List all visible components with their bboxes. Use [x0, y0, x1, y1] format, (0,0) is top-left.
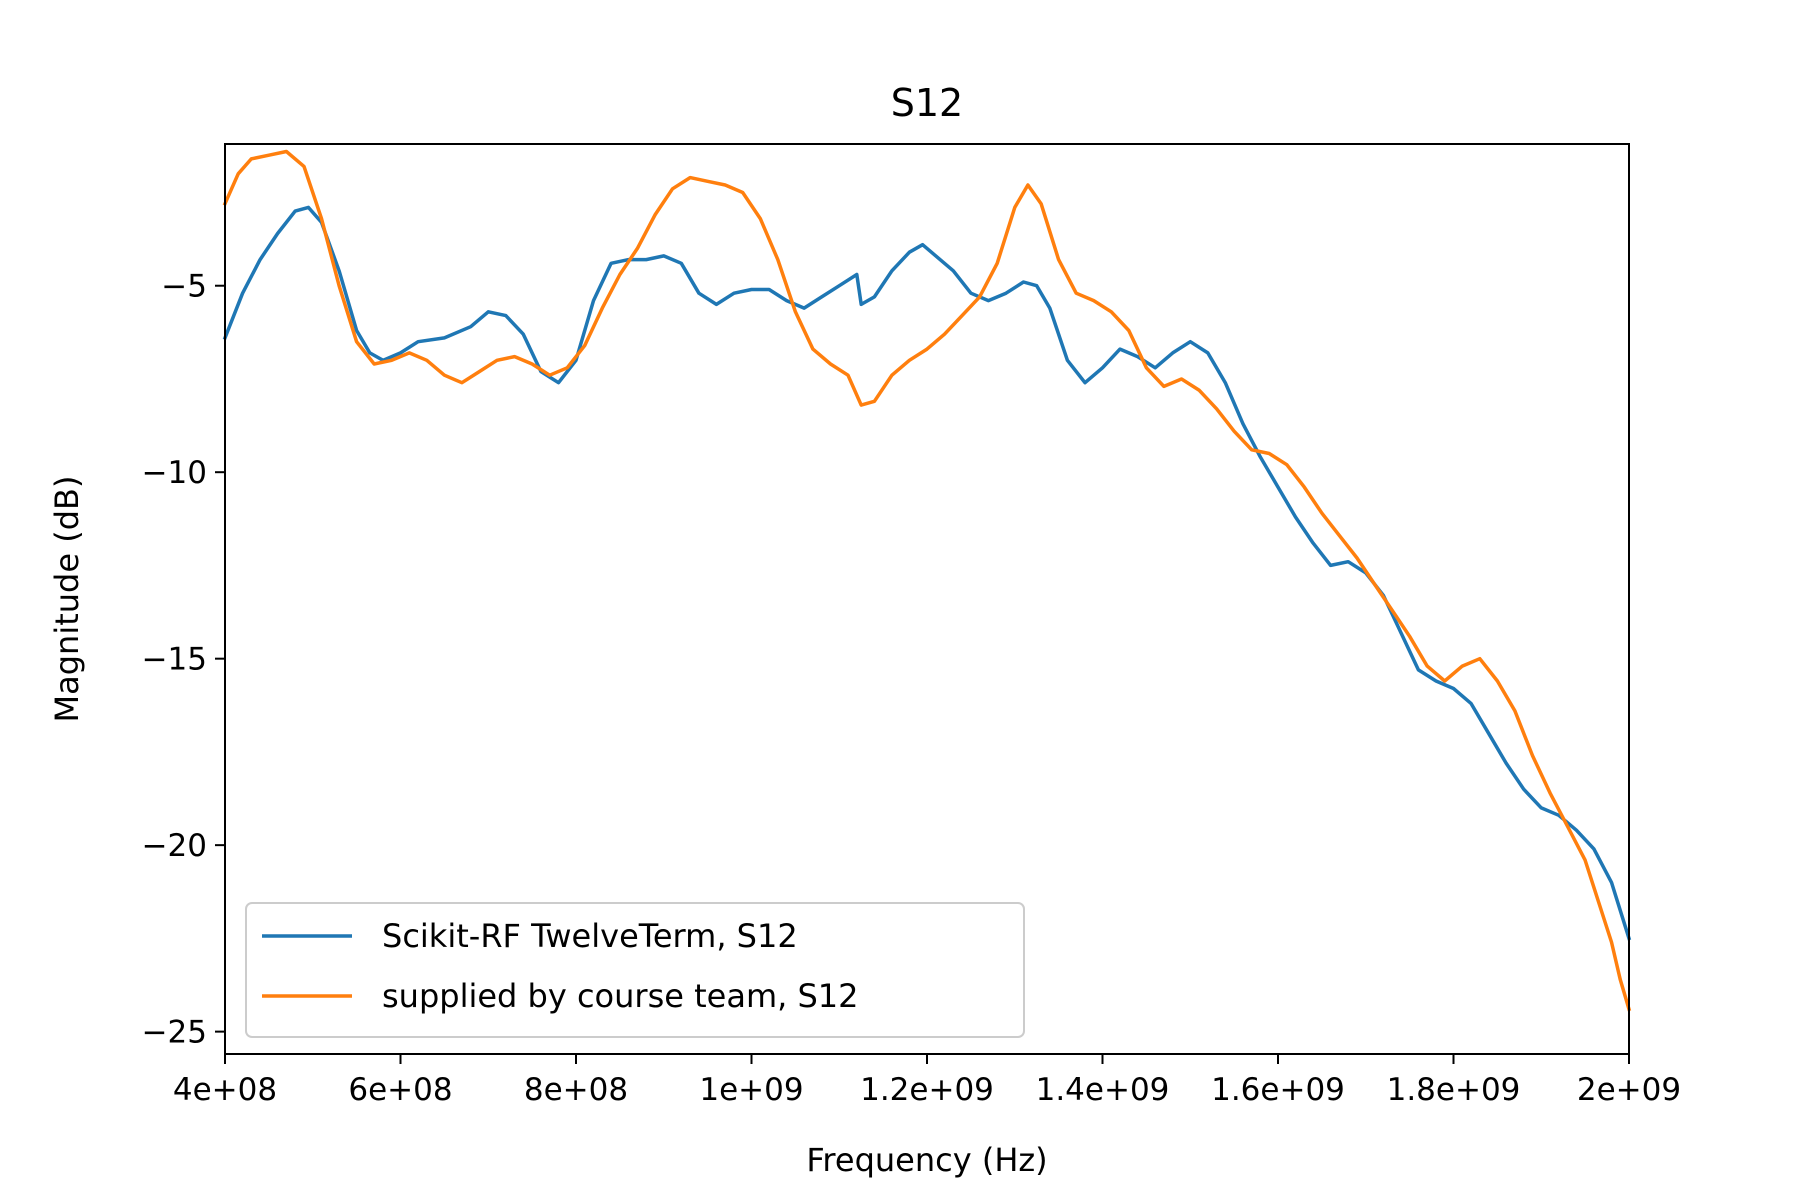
y-axis-label: Magnitude (dB) [48, 476, 86, 723]
legend-entry: Scikit-RF TwelveTerm, S12 [382, 917, 798, 955]
x-tick-label: 1.2e+09 [860, 1072, 994, 1108]
x-tick-label: 2e+09 [1577, 1072, 1681, 1108]
y-tick-label: −5 [161, 269, 207, 305]
x-tick-label: 1e+09 [699, 1072, 803, 1108]
legend-box [245, 902, 1025, 1038]
x-tick-label: 1.6e+09 [1211, 1072, 1345, 1108]
x-tick-label: 6e+08 [348, 1072, 452, 1108]
x-tick-label: 1.8e+09 [1387, 1072, 1521, 1108]
y-tick-label: −25 [142, 1015, 207, 1051]
y-tick-label: −20 [142, 828, 207, 864]
series-line-1 [222, 149, 1632, 1012]
x-axis: 4e+08 6e+08 8e+08 1e+09 1.2e+09 1.4e+09 1.6e+0… [173, 1054, 1681, 1108]
x-tick-label: 8e+08 [524, 1072, 628, 1108]
x-tick-label: 1.4e+09 [1036, 1072, 1170, 1108]
legend-entry: supplied by course team, S12 [382, 977, 858, 1015]
legend: Scikit-RF TwelveTerm, S12 supplied by cou… [245, 902, 1025, 1038]
x-axis-label: Frequency (Hz) [806, 1141, 1047, 1179]
x-tick-label: 4e+08 [173, 1072, 277, 1108]
y-tick-label: −10 [142, 455, 207, 491]
series-layer [222, 149, 1632, 1012]
y-axis: −5 −10 −15 −20 −25 [142, 269, 225, 1051]
y-tick-label: −15 [142, 642, 207, 678]
chart-title: S12 [891, 81, 963, 125]
